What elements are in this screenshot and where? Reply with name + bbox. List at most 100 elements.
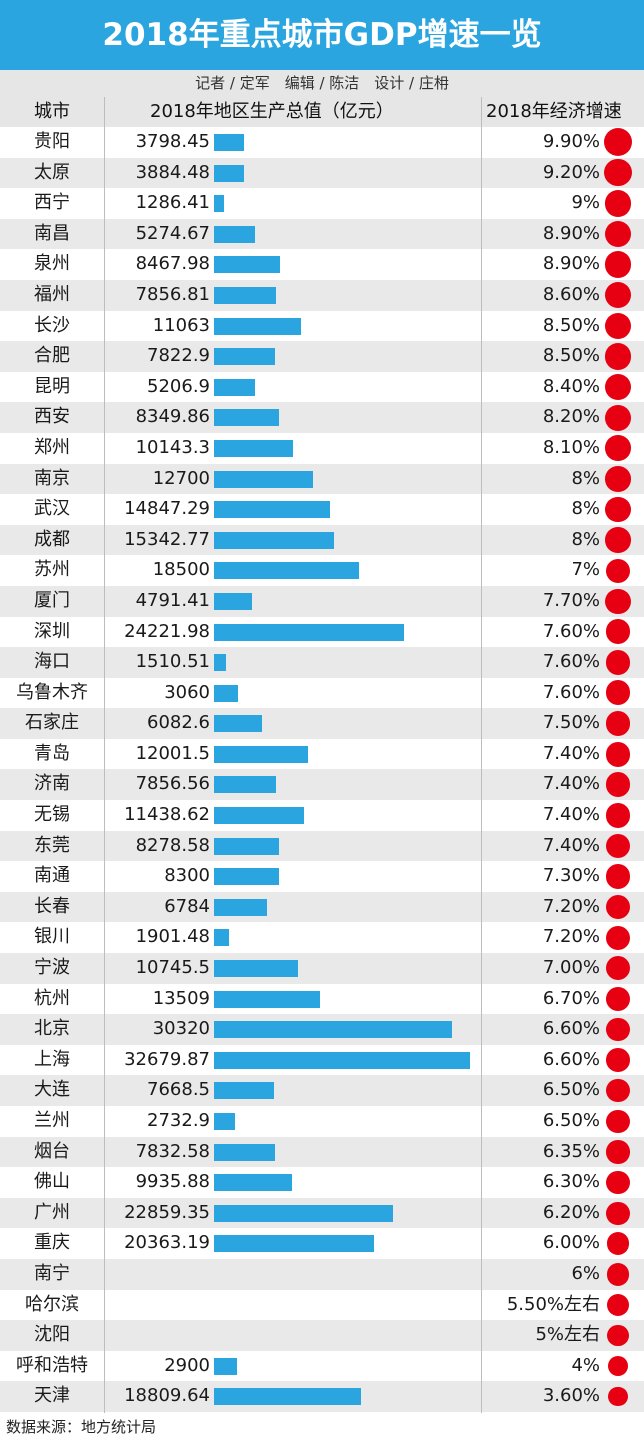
gdp-value: 2900 bbox=[164, 1354, 210, 1376]
table-row: 贵阳 3798.45 9.90% bbox=[0, 127, 644, 158]
gdp-value: 8467.98 bbox=[135, 253, 210, 275]
table-row: 海口 1510.51 7.60% bbox=[0, 647, 644, 678]
table-row: 广州 22859.35 6.20% bbox=[0, 1197, 644, 1229]
table-row: 上海 32679.87 6.60% bbox=[0, 1045, 644, 1076]
gdp-value: 11063 bbox=[152, 314, 210, 336]
gdp-bar bbox=[214, 1051, 470, 1069]
growth-rate-value: 6.60% bbox=[542, 1048, 600, 1070]
table-row: 昆明 5206.9 8.40% bbox=[0, 372, 644, 403]
growth-rate-dot bbox=[604, 343, 632, 370]
gdp-bar bbox=[214, 990, 320, 1008]
growth-rate-value: 6.20% bbox=[542, 1201, 600, 1223]
city-label: 太原 bbox=[34, 161, 70, 183]
gdp-bar bbox=[214, 1021, 452, 1039]
city-label: 苏州 bbox=[34, 559, 70, 581]
column-header-city: 城市 bbox=[34, 101, 70, 122]
city-label: 西安 bbox=[34, 406, 70, 428]
city-label: 呼和浩特 bbox=[16, 1354, 88, 1376]
city-label: 北京 bbox=[34, 1018, 70, 1040]
table-row: 大连 7668.5 6.50% bbox=[0, 1075, 644, 1106]
growth-rate-dot bbox=[606, 1109, 630, 1134]
growth-rate-value: 3.60% bbox=[542, 1385, 600, 1407]
table-row: 呼和浩特 2900 4% bbox=[0, 1351, 644, 1382]
city-label: 深圳 bbox=[34, 620, 70, 642]
growth-rate-value: 9% bbox=[571, 192, 600, 214]
growth-rate-dot bbox=[606, 1017, 630, 1042]
gdp-value: 5206.9 bbox=[147, 375, 210, 397]
table-row: 宁波 10745.5 7.00% bbox=[0, 953, 644, 984]
gdp-bar bbox=[214, 929, 229, 947]
gdp-bar bbox=[214, 715, 262, 733]
growth-rate-dot bbox=[605, 404, 631, 431]
table-row: 武汉 14847.29 8% bbox=[0, 494, 644, 525]
city-label: 泉州 bbox=[34, 253, 70, 275]
growth-rate-dot bbox=[605, 803, 631, 828]
city-label: 南京 bbox=[34, 467, 70, 489]
data-source-note: 数据来源：地方统计局 bbox=[6, 1418, 157, 1436]
growth-rate-dot bbox=[604, 159, 632, 187]
city-label: 青岛 bbox=[34, 742, 70, 764]
gdp-bar bbox=[214, 1082, 275, 1100]
growth-rate-dot bbox=[605, 711, 631, 736]
city-label: 武汉 bbox=[34, 498, 70, 520]
column-header-gdp: 2018年地区生产总值（亿元） bbox=[150, 101, 394, 122]
city-label: 海口 bbox=[34, 651, 70, 673]
growth-rate-dot bbox=[605, 649, 631, 675]
column-divider bbox=[481, 97, 482, 1413]
gdp-value: 11438.62 bbox=[124, 804, 210, 826]
gdp-value: 3798.45 bbox=[135, 131, 210, 152]
growth-rate-dot bbox=[606, 1170, 630, 1195]
growth-rate-value: 8% bbox=[571, 498, 600, 520]
table-row: 重庆 20363.19 6.00% bbox=[0, 1228, 644, 1259]
gdp-bar bbox=[214, 592, 252, 610]
gdp-value: 7856.81 bbox=[135, 283, 210, 305]
gdp-bar bbox=[214, 1357, 237, 1375]
growth-rate-value: 4% bbox=[571, 1354, 600, 1376]
city-label: 南通 bbox=[34, 865, 70, 887]
table-row: 沈阳 5%左右 bbox=[0, 1320, 644, 1351]
gdp-bar bbox=[214, 1235, 374, 1253]
gdp-bar bbox=[214, 776, 276, 794]
gdp-bar bbox=[214, 562, 359, 580]
table-row: 乌鲁木齐 3060 7.60% bbox=[0, 678, 644, 709]
gdp-value: 9935.88 bbox=[135, 1171, 210, 1193]
gdp-bar bbox=[214, 378, 255, 396]
table-row: 西安 8349.86 8.20% bbox=[0, 402, 644, 433]
gdp-bar bbox=[214, 134, 244, 151]
city-label: 济南 bbox=[34, 773, 70, 795]
gdp-value: 6082.6 bbox=[147, 712, 210, 734]
gdp-value: 6784 bbox=[164, 895, 210, 917]
growth-rate-value: 8.90% bbox=[542, 222, 600, 244]
table-row: 长沙 11063 8.50% bbox=[0, 311, 644, 342]
gdp-value: 1510.51 bbox=[135, 651, 210, 673]
gdp-bar bbox=[214, 898, 268, 916]
table-row: 杭州 13509 6.70% bbox=[0, 984, 644, 1015]
city-label: 南宁 bbox=[34, 1262, 70, 1284]
growth-rate-value: 7.40% bbox=[542, 834, 600, 856]
city-label: 银川 bbox=[34, 926, 70, 948]
gdp-bar bbox=[214, 1113, 236, 1130]
gdp-value: 3884.48 bbox=[135, 161, 210, 183]
table-row: 西宁 1286.41 9% bbox=[0, 188, 644, 219]
growth-rate-dot bbox=[605, 496, 631, 523]
gdp-bar bbox=[214, 868, 280, 886]
growth-rate-dot bbox=[606, 1140, 630, 1164]
growth-rate-value: 8.20% bbox=[542, 406, 600, 428]
city-label: 佛山 bbox=[34, 1171, 70, 1193]
page-title: 2018年重点城市GDP增速一览 bbox=[0, 0, 644, 70]
gdp-bar bbox=[214, 1143, 276, 1161]
table-row: 南昌 5274.67 8.90% bbox=[0, 218, 644, 250]
credits-line: 记者 / 定军 编辑 / 陈洁 设计 / 庄枏 bbox=[0, 70, 644, 97]
growth-rate-value: 7.60% bbox=[542, 681, 600, 703]
gdp-bar bbox=[214, 837, 279, 855]
growth-rate-value: 8.90% bbox=[542, 253, 600, 275]
city-label: 郑州 bbox=[34, 436, 70, 458]
growth-rate-value: 9.20% bbox=[542, 161, 600, 183]
growth-rate-value: 6% bbox=[571, 1262, 600, 1284]
growth-rate-value: 5%左右 bbox=[535, 1324, 600, 1346]
table-row: 北京 30320 6.60% bbox=[0, 1014, 644, 1045]
growth-rate-value: 7.50% bbox=[542, 712, 600, 734]
gdp-value: 7832.58 bbox=[135, 1140, 210, 1162]
table-row: 天津 18809.64 3.60% bbox=[0, 1381, 644, 1412]
growth-rate-dot bbox=[605, 466, 631, 492]
